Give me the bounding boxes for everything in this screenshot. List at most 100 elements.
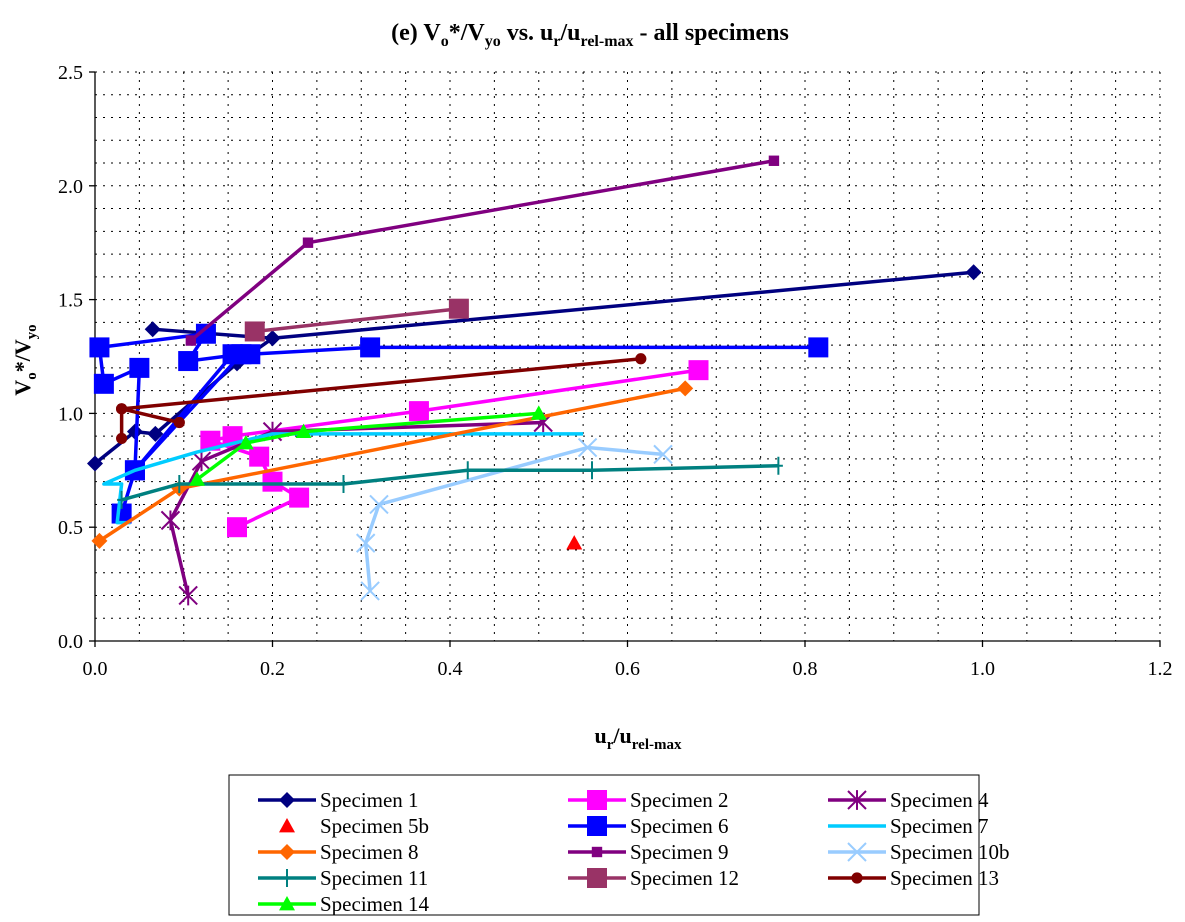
data-point — [635, 353, 647, 365]
data-point — [191, 451, 212, 472]
legend-item: Specimen 11 — [258, 866, 428, 890]
data-point — [587, 461, 597, 480]
data-point — [279, 792, 295, 808]
series-specimen-8 — [91, 380, 694, 549]
data-point — [87, 455, 103, 472]
y-tick-label: 1.0 — [58, 403, 83, 425]
data-point — [279, 818, 295, 833]
x-tick-label: 0.2 — [260, 658, 285, 680]
legend-label: Specimen 7 — [890, 814, 989, 838]
data-point — [355, 533, 376, 553]
y-tick-label: 1.5 — [58, 290, 83, 312]
series-line — [254, 306, 460, 334]
x-tick-label: 1.0 — [970, 658, 995, 680]
legend-label: Specimen 4 — [890, 788, 989, 812]
data-point — [339, 474, 348, 493]
chart-title: (e) Vo*/Vyo vs. ur/urel-max - all specim… — [391, 20, 789, 50]
legend-item: Specimen 8 — [258, 840, 419, 864]
data-series — [87, 155, 982, 606]
legend-label: Specimen 14 — [320, 892, 430, 916]
series-specimen-11 — [117, 456, 783, 509]
data-point — [244, 321, 265, 342]
data-point — [773, 456, 783, 475]
data-point — [289, 487, 310, 508]
data-point — [227, 517, 247, 538]
x-tick-label: 0.0 — [83, 658, 108, 680]
legend-item: Specimen 5b — [279, 814, 429, 838]
data-point — [587, 816, 607, 836]
data-point — [185, 335, 197, 346]
data-point — [200, 430, 221, 451]
legend-label: Specimen 5b — [320, 814, 429, 838]
data-point — [847, 790, 867, 810]
legend-label: Specimen 9 — [630, 840, 729, 864]
legend-item: Specimen 9 — [568, 840, 729, 864]
data-point — [587, 868, 607, 888]
series-specimen-9 — [185, 155, 780, 346]
data-point — [279, 844, 295, 860]
legend-item: Specimen 12 — [568, 866, 739, 890]
data-point — [174, 474, 184, 493]
data-point — [965, 264, 982, 281]
series-specimen-12 — [244, 298, 469, 342]
data-point — [144, 321, 161, 338]
legend: Specimen 1 Specimen 2 Specimen 4 Specimen 5… — [228, 774, 1010, 916]
data-point — [295, 423, 312, 439]
data-point — [591, 846, 603, 858]
data-point — [653, 444, 673, 465]
series-specimen-14 — [189, 405, 547, 486]
legend-item: Specimen 14 — [258, 892, 430, 916]
y-tick-label: 2.5 — [58, 62, 83, 84]
legend-item: Specimen 7 — [828, 814, 989, 838]
series-specimen-7 — [102, 432, 584, 525]
legend-item: Specimen 10b — [828, 840, 1010, 864]
data-point — [847, 842, 867, 862]
data-point — [463, 461, 473, 480]
legend-item: Specimen 2 — [568, 788, 729, 812]
data-point — [160, 510, 181, 531]
data-point — [240, 344, 261, 365]
data-point — [89, 337, 110, 358]
data-point — [189, 471, 206, 486]
legend-label: Specimen 6 — [630, 814, 729, 838]
data-point — [808, 337, 829, 358]
data-point — [264, 330, 281, 347]
data-point — [129, 357, 150, 378]
series-specimen-5b — [566, 535, 583, 550]
data-point — [369, 494, 389, 515]
data-point — [237, 434, 254, 450]
x-tick-label: 0.8 — [793, 658, 818, 680]
legend-label: Specimen 2 — [630, 788, 729, 812]
data-point — [688, 360, 709, 381]
data-point — [91, 532, 108, 549]
data-point — [279, 896, 295, 911]
series-specimen-13 — [116, 353, 647, 445]
legend-label: Specimen 13 — [890, 866, 999, 890]
x-tick-label: 0.4 — [438, 658, 463, 680]
data-point — [262, 471, 283, 492]
data-point — [178, 585, 198, 606]
data-point — [677, 380, 694, 397]
data-point — [566, 535, 583, 550]
data-point — [448, 298, 469, 319]
y-axis-label: Vo*/Vyo — [10, 324, 40, 395]
x-axis-label: ur/urel-max — [595, 723, 682, 753]
data-point — [116, 432, 128, 445]
data-point — [173, 416, 185, 429]
x-tick-labels: 0.0 0.2 0.4 0.6 0.8 1.0 1.2 — [83, 658, 1173, 680]
data-point — [93, 373, 114, 394]
data-point — [178, 351, 199, 372]
legend-label: Specimen 11 — [320, 866, 428, 890]
x-tick-label: 0.6 — [615, 658, 640, 680]
data-point — [408, 401, 429, 422]
legend-item: Specimen 13 — [828, 866, 999, 890]
series-line — [189, 159, 775, 342]
legend-item: Specimen 6 — [568, 814, 729, 838]
legend-label: Specimen 8 — [320, 840, 419, 864]
y-tick-label: 2.0 — [58, 176, 83, 198]
y-tick-label: 0.5 — [58, 517, 83, 539]
data-point — [222, 344, 243, 365]
y-tick-labels: 0.0 0.5 1.0 1.5 2.0 2.5 — [58, 62, 83, 653]
data-point — [117, 490, 127, 509]
series-line — [121, 463, 779, 502]
